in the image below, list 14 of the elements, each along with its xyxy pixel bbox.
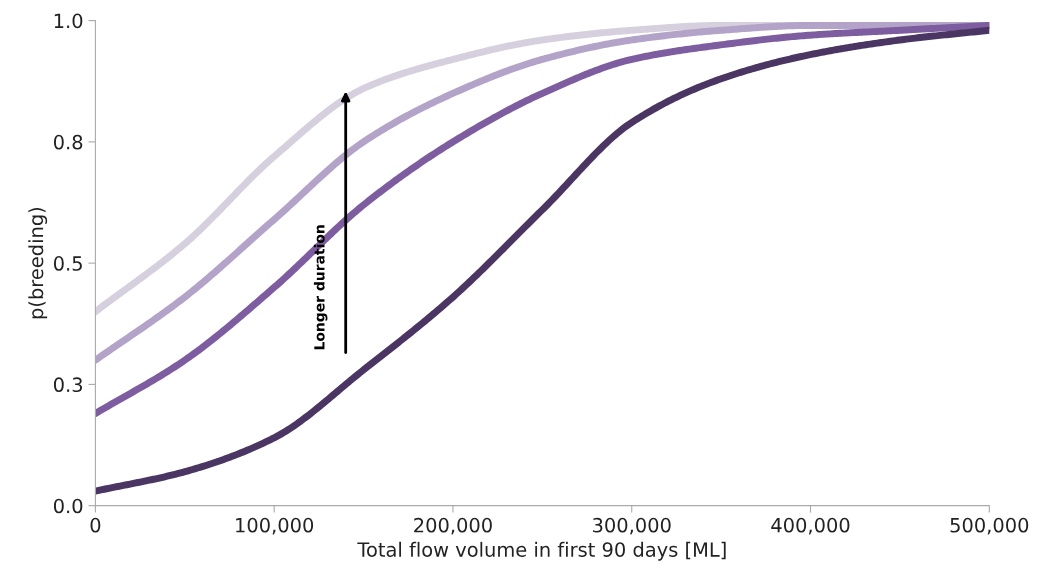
x-tick-label: 500,000 bbox=[950, 517, 1029, 535]
x-tick-label: 300,000 bbox=[593, 517, 671, 535]
y-tick-label: 0.5 bbox=[53, 256, 82, 271]
y-tick-label: 0.3 bbox=[53, 377, 83, 393]
x-tick-label: 0 bbox=[90, 517, 101, 533]
x-tick-label: 200,000 bbox=[414, 517, 492, 535]
x-tick-label: 400,000 bbox=[771, 517, 850, 535]
annotation: Longer duration bbox=[313, 225, 328, 350]
y-tick-label: 0.0 bbox=[53, 498, 83, 514]
x-tick-label: 100,000 bbox=[236, 517, 314, 535]
y-tick-label: 0.8 bbox=[53, 134, 83, 150]
x-axis-title: Total flow volume in first 90 days [ML] bbox=[357, 541, 726, 561]
y-tick-label: 1.0 bbox=[54, 13, 83, 29]
y-axis-title: p(breeding) bbox=[28, 207, 48, 319]
